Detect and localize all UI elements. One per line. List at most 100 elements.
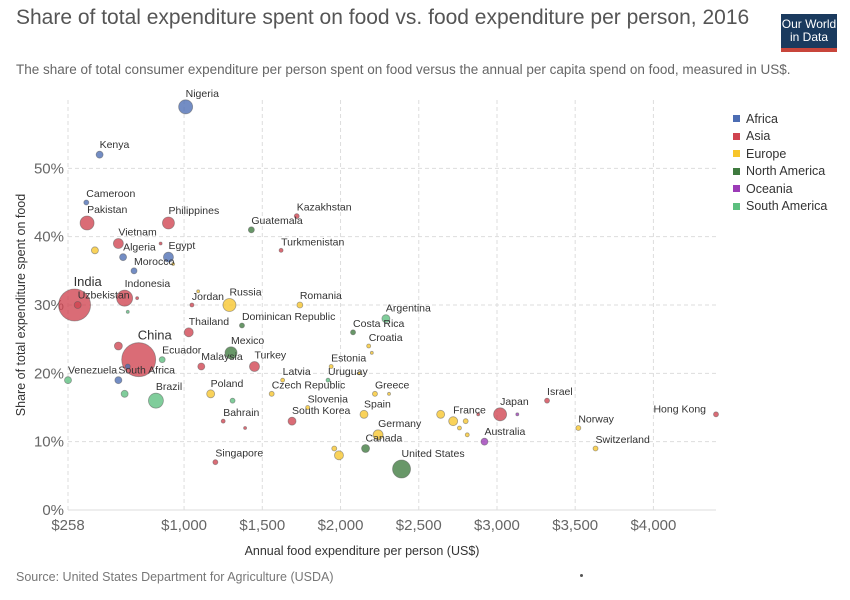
data-point[interactable]: [229, 397, 236, 404]
point-label: Kenya: [100, 139, 130, 151]
data-point[interactable]: [592, 445, 599, 452]
legend-item[interactable]: Africa: [733, 110, 827, 128]
data-point[interactable]: [116, 289, 134, 307]
data-point[interactable]: [79, 215, 95, 231]
data-point[interactable]: [158, 356, 166, 364]
legend-item[interactable]: South America: [733, 198, 827, 216]
data-point[interactable]: [369, 350, 374, 355]
data-point[interactable]: [197, 362, 206, 371]
data-point[interactable]: [464, 432, 470, 438]
data-point[interactable]: [121, 342, 157, 378]
data-point[interactable]: [331, 445, 338, 452]
data-point[interactable]: [158, 241, 163, 246]
data-point[interactable]: [222, 298, 237, 312]
data-point[interactable]: [515, 412, 520, 417]
data-point[interactable]: [287, 416, 297, 426]
data-point[interactable]: [366, 343, 372, 349]
data-point[interactable]: [448, 416, 459, 427]
data-point[interactable]: [247, 226, 255, 234]
point-label: Malaysia: [201, 351, 243, 363]
data-point[interactable]: [296, 301, 304, 309]
data-point[interactable]: [293, 213, 300, 220]
data-point[interactable]: [162, 216, 175, 230]
data-point[interactable]: [206, 389, 216, 399]
point-label: Hong Kong: [653, 403, 706, 415]
data-point[interactable]: [387, 391, 391, 396]
data-point[interactable]: [372, 429, 384, 441]
data-point[interactable]: [220, 418, 226, 424]
data-point[interactable]: [148, 392, 164, 409]
data-point[interactable]: [493, 407, 508, 422]
data-point[interactable]: [64, 376, 72, 385]
point-label: Vietnam: [118, 227, 157, 239]
legend-swatch: [733, 115, 740, 123]
point-label: Bahrain: [223, 407, 259, 419]
data-point[interactable]: [305, 405, 311, 410]
data-point[interactable]: [183, 327, 194, 338]
data-point[interactable]: [249, 361, 260, 372]
data-point[interactable]: [178, 99, 194, 115]
data-point[interactable]: [280, 377, 286, 383]
data-point[interactable]: [120, 389, 129, 398]
data-point[interactable]: [91, 246, 99, 255]
data-point[interactable]: [372, 390, 378, 397]
data-point[interactable]: [73, 301, 82, 309]
data-point[interactable]: [119, 253, 127, 262]
data-point[interactable]: [189, 302, 195, 308]
data-point[interactable]: [171, 262, 176, 266]
data-point[interactable]: [130, 267, 138, 275]
data-point[interactable]: [392, 459, 411, 479]
point-label: Germany: [378, 418, 422, 430]
data-point[interactable]: [113, 341, 123, 351]
data-point[interactable]: [544, 397, 550, 404]
legend-label: Africa: [746, 111, 778, 126]
data-point[interactable]: [95, 150, 104, 159]
data-point[interactable]: [361, 444, 370, 453]
legend-item[interactable]: Oceania: [733, 180, 827, 198]
data-point[interactable]: [124, 363, 131, 370]
data-point[interactable]: [359, 409, 369, 419]
logo-line-2: in Data: [789, 30, 829, 44]
data-point[interactable]: [325, 377, 331, 383]
data-point[interactable]: [83, 199, 90, 206]
data-point[interactable]: [125, 309, 130, 314]
data-point[interactable]: [357, 371, 362, 376]
legend-item[interactable]: Asia: [733, 128, 827, 146]
data-point[interactable]: [462, 418, 469, 425]
data-point[interactable]: [328, 364, 334, 369]
legend-swatch: [733, 185, 740, 193]
data-point[interactable]: [268, 390, 275, 397]
x-tick-label: $1,500: [239, 517, 285, 534]
legend-item[interactable]: North America: [733, 163, 827, 181]
data-point[interactable]: [457, 425, 462, 431]
data-point[interactable]: [224, 346, 238, 360]
data-point[interactable]: [239, 322, 245, 329]
data-point[interactable]: [163, 251, 174, 263]
point-label: Greece: [375, 379, 410, 391]
data-point[interactable]: [334, 450, 344, 461]
point-label: Thailand: [189, 316, 229, 328]
legend-label: Europe: [746, 146, 787, 161]
data-point[interactable]: [243, 426, 247, 430]
data-point[interactable]: [476, 412, 481, 417]
data-point[interactable]: [114, 376, 123, 385]
point-label: Romania: [300, 290, 342, 302]
y-tick-label: 0%: [42, 502, 64, 519]
legend-item[interactable]: Europe: [733, 145, 827, 163]
data-point[interactable]: [212, 459, 219, 466]
data-point[interactable]: [381, 314, 391, 324]
data-point[interactable]: [575, 425, 582, 431]
point-label: France: [453, 405, 486, 417]
data-point[interactable]: [196, 289, 201, 294]
point-label: Dominican Republic: [242, 311, 335, 323]
data-point[interactable]: [135, 296, 140, 301]
data-point[interactable]: [112, 238, 124, 249]
data-point[interactable]: [350, 329, 356, 336]
our-world-in-data-logo[interactable]: Our World in Data: [781, 14, 837, 52]
data-point[interactable]: [278, 247, 284, 253]
data-point[interactable]: [480, 437, 489, 446]
data-point[interactable]: [436, 409, 446, 419]
data-point[interactable]: [713, 411, 719, 418]
point-label: Algeria: [123, 242, 156, 254]
